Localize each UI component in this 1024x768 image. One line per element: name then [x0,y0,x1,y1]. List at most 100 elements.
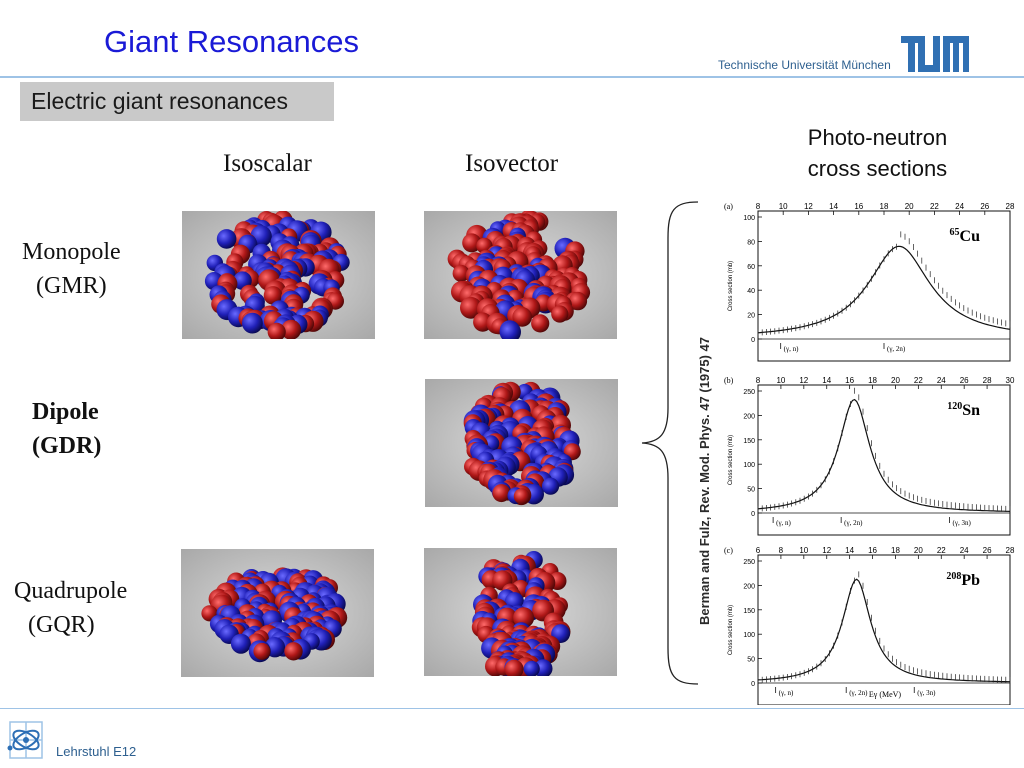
y-tick-label: 250 [743,559,755,566]
proton-sphere [551,305,569,323]
x-tick-label: 28 [1006,202,1015,211]
threshold-marker-label: (γ, 2n) [887,345,906,353]
x-tick-label: 26 [960,376,969,385]
column-heading-isovector: Isovector [465,150,559,177]
proton-sphere [263,286,283,305]
y-tick-label: 250 [743,389,755,396]
threshold-marker-label: (γ, 3n) [917,689,936,697]
x-tick-label: 30 [1006,376,1015,385]
row-label-quadrupole: Quadrupole (GQR) [14,578,128,638]
threshold-marker-label: (γ, 2n) [849,689,868,697]
nucleus-label: 65Cu [950,227,981,245]
gmr-isoscalar-image [182,211,375,339]
proton-sphere [492,484,511,503]
x-tick-label: 20 [914,546,923,555]
y-tick-label: 60 [747,264,755,271]
gqr-isovector-image [424,548,617,676]
section-label: Electric giant resonances [31,88,288,114]
neutron-sphere [216,229,237,249]
x-tick-label: 20 [891,376,900,385]
y-tick-label: 0 [751,337,755,344]
threshold-marker-label: (γ, n) [779,689,794,697]
x-tick-label: 24 [960,546,969,555]
proton-sphere [267,322,286,339]
x-tick-label: 22 [930,202,939,211]
y-axis-label: Cross section (mb) [728,435,734,485]
y-tick-label: 100 [743,632,755,639]
x-tick-label: 14 [829,202,838,211]
y-tick-label: 150 [743,438,755,445]
threshold-marker-label: (γ, 3n) [953,519,972,527]
nucleus-cluster [201,567,348,663]
x-tick-label: 16 [845,376,854,385]
y-tick-label: 200 [743,413,755,420]
threshold-marker-label: (γ, n) [776,519,791,527]
nucleus-label: 208Pb [946,571,980,589]
gmr-isovector-image [424,211,617,339]
y-tick-label: 50 [747,487,755,494]
cross-section-plots: (a) 8 10 12 14 16 18 20 22 24 26 28020406080100Cros… [724,202,1015,705]
y-tick-label: 150 [743,608,755,615]
nucleus-cluster [463,381,581,506]
x-tick-label: 10 [776,376,785,385]
y-tick-label: 20 [747,313,755,320]
y-tick-label: 100 [743,215,755,222]
x-tick-label: 26 [980,202,989,211]
column-heading-isoscalar: Isoscalar [223,150,312,177]
x-tick-label: 22 [914,376,923,385]
curly-brace [641,201,699,685]
x-tick-label: 14 [845,546,854,555]
gdr-isovector-image [425,379,618,507]
nucleus-cluster [204,211,350,339]
neutron-sphere [230,633,251,654]
panel-tag: (b) [724,376,734,385]
nucleus-label: 120Sn [947,401,980,419]
x-tick-label: 18 [868,376,877,385]
x-tick-label: 8 [756,376,761,385]
cross-section-panel: (a) 8 10 12 14 16 18 20 22 24 26 28 0 20 40 60 80 100 Cros… [724,202,1015,362]
x-tick-label: 18 [891,546,900,555]
x-axis-label: Eγ (MeV) [869,690,902,699]
proton-sphere [531,314,550,333]
x-tick-label: 20 [905,202,914,211]
nucleus-cluster [447,211,591,339]
cross-section-panel: (b) 8 10 12 14 16 18 20 22 24 26 28 30 0 50 100 150 200 25… [724,376,1015,536]
photo-neutron-title: Photo-neutron cross sections [807,125,948,181]
neutron-sphere [499,321,521,339]
threshold-marker-label: (γ, 2n) [844,519,863,527]
proton-sphere [504,659,524,676]
x-tick-label: 12 [804,202,813,211]
x-tick-label: 28 [983,376,992,385]
header-divider [0,76,1024,78]
x-tick-label: 14 [822,376,831,385]
y-tick-label: 50 [747,657,755,664]
x-tick-label: 10 [779,202,788,211]
panel-tag: (a) [724,202,733,211]
proton-sphere [462,233,482,253]
x-tick-label: 8 [756,202,761,211]
y-axis-label: Cross section (mb) [728,605,734,655]
x-tick-label: 6 [756,546,761,555]
x-tick-label: 10 [799,546,808,555]
x-tick-label: 12 [799,376,808,385]
y-tick-label: 0 [751,511,755,518]
proton-sphere [281,319,302,339]
proton-sphere [512,307,532,327]
cross-section-panel: (c) 6 8 10 12 14 16 18 20 22 24 26 28 0 50 100 150 200 250… [724,546,1015,705]
neutron-sphere [523,660,540,676]
x-tick-label: 8 [779,546,784,555]
proton-sphere [253,642,271,660]
x-tick-label: 24 [937,376,946,385]
x-tick-label: 26 [983,546,992,555]
footer-label: Lehrstuhl E12 [56,744,137,759]
y-tick-label: 40 [747,288,755,295]
threshold-marker-label: (γ, n) [784,345,799,353]
y-tick-label: 0 [751,681,755,688]
tum-logo [901,36,969,72]
citation-text: Berman and Fulz, Rev. Mod. Phys. 47 (197… [697,336,712,625]
gqr-isoscalar-image [181,549,374,677]
neutron-sphere [242,312,263,334]
x-tick-label: 24 [955,202,964,211]
chair-logo-icon [7,721,43,759]
x-tick-label: 16 [868,546,877,555]
